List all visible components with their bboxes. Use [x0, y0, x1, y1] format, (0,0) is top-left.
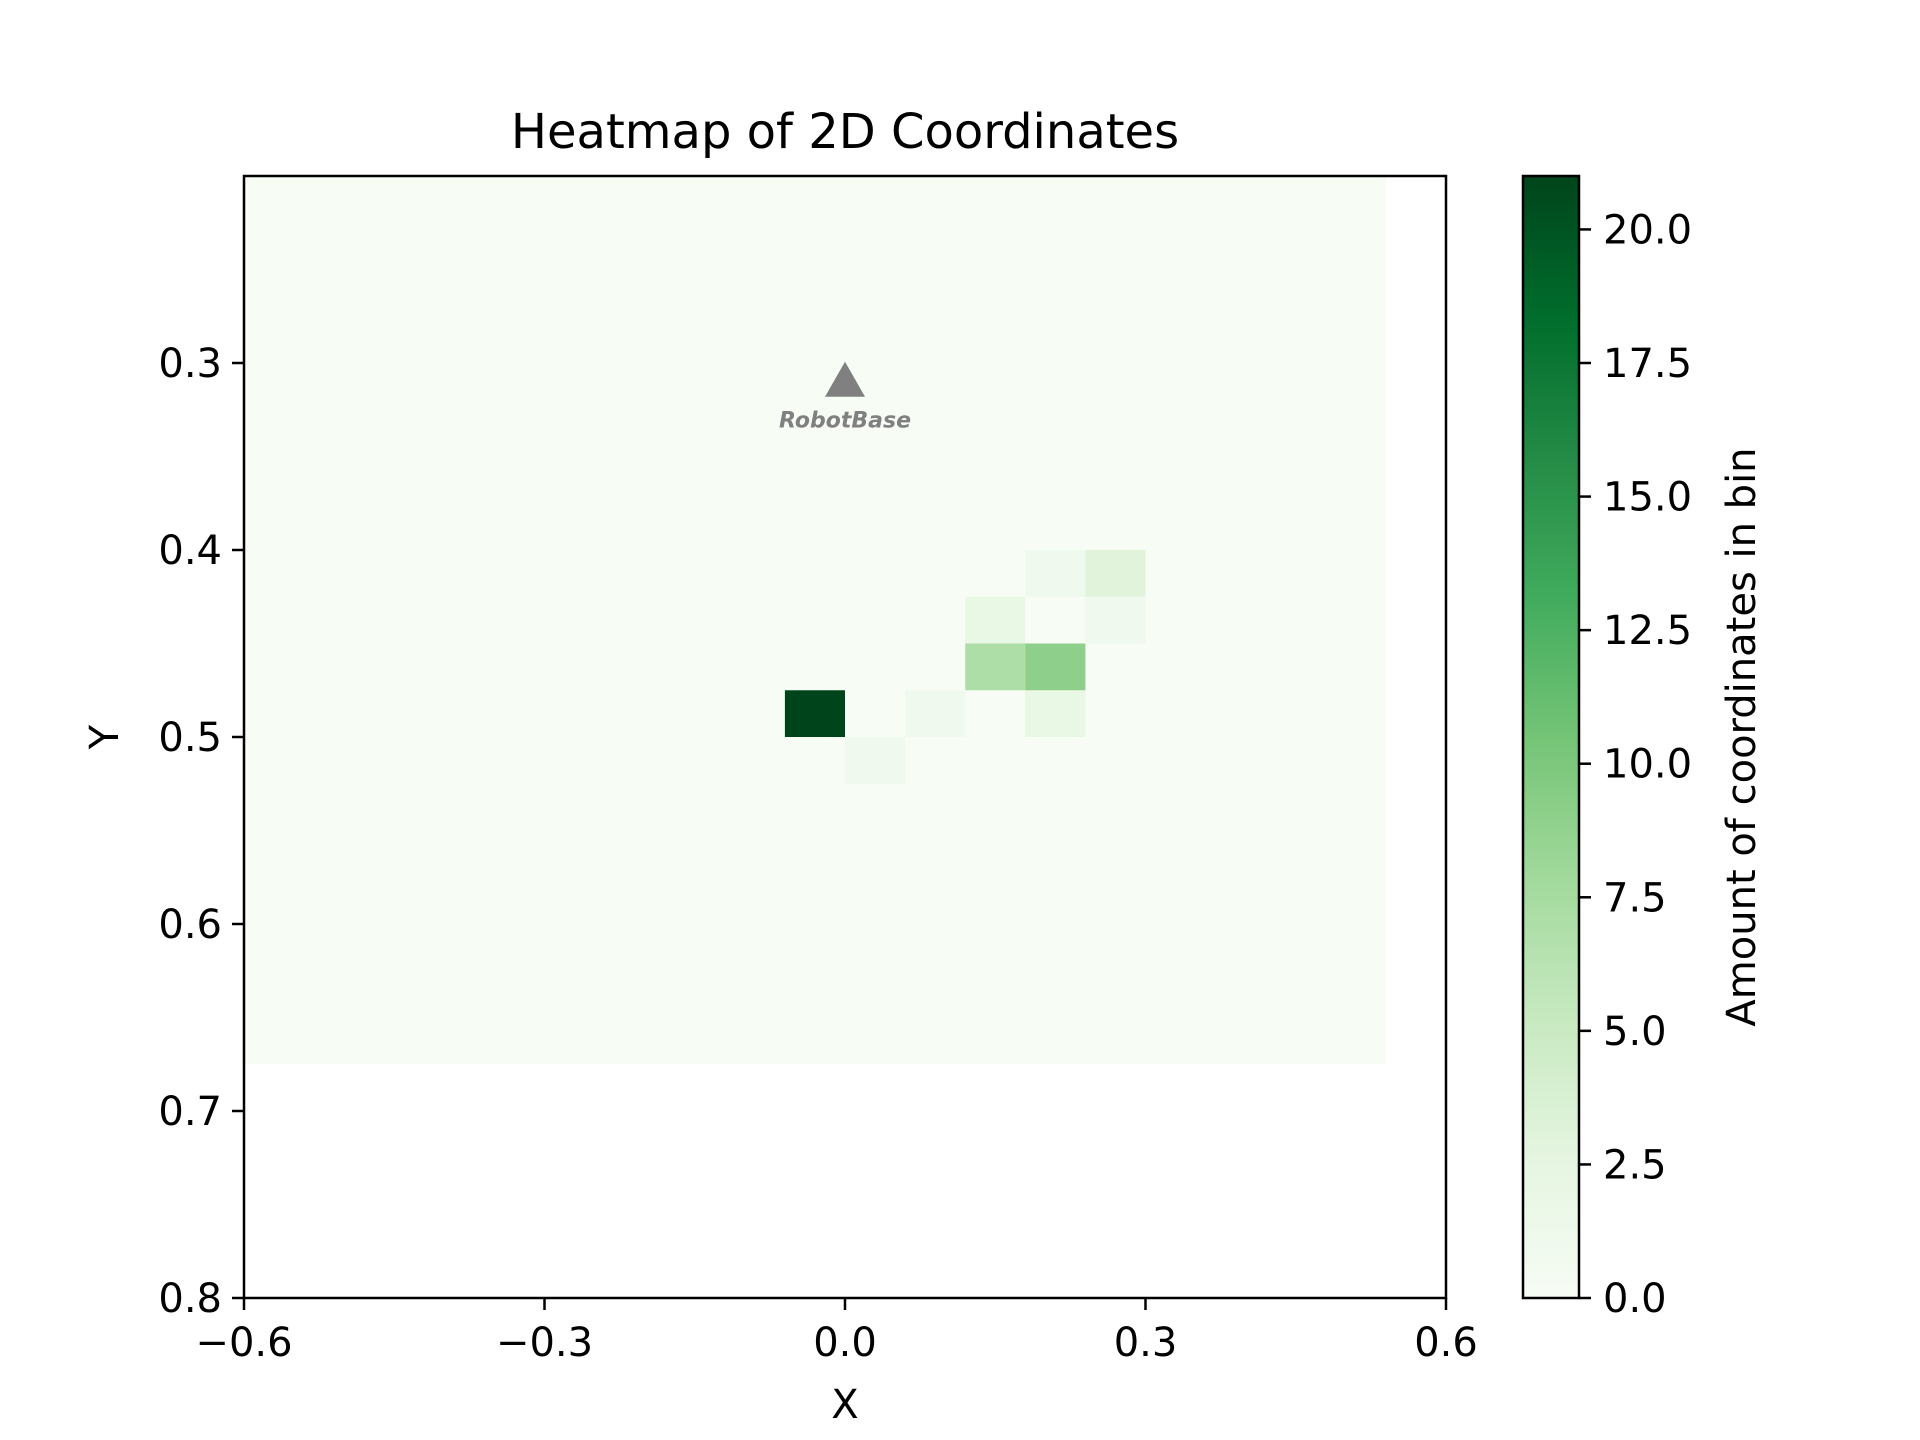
y-tick-label: 0.5	[158, 715, 222, 761]
colorbar-tick-label: 10.0	[1603, 742, 1692, 788]
heatmap-cells	[244, 176, 1386, 1065]
colorbar-tick-label: 5.0	[1603, 1009, 1667, 1055]
annotations: RobotBase	[779, 361, 911, 434]
y-axis-label: Y	[82, 724, 128, 750]
heatmap-cell	[905, 690, 966, 737]
y-tick-label: 0.6	[158, 902, 222, 948]
y-tick-label: 0.4	[158, 528, 222, 574]
colorbar-tick-label: 20.0	[1603, 207, 1692, 253]
y-tick-label: 0.7	[158, 1089, 222, 1135]
x-tick-label: 0.3	[1114, 1320, 1178, 1366]
chart-title: Heatmap of 2D Coordinates	[511, 104, 1179, 160]
heatmap-cell	[1025, 550, 1086, 597]
colorbar-tick-label: 0.0	[1603, 1276, 1667, 1322]
heatmap-cell	[784, 690, 845, 737]
robot-base-label: RobotBase	[779, 409, 911, 434]
y-axis-ticks: 0.3 0.4 0.5 0.6 0.7 0.8	[158, 341, 244, 1322]
y-tick-label: 0.3	[158, 341, 222, 387]
x-axis-ticks: −0.6 −0.3 0.0 0.3 0.6	[195, 1298, 1478, 1366]
colorbar	[1521, 174, 1581, 1300]
heatmap-cell	[1025, 643, 1086, 691]
y-tick-label: 0.8	[158, 1276, 222, 1322]
x-tick-label: 0.0	[813, 1320, 877, 1366]
heatmap-background-bins	[244, 176, 1386, 1065]
colorbar-tick-label: 17.5	[1603, 341, 1692, 387]
colorbar-tick-label: 12.5	[1603, 608, 1692, 654]
colorbar-ticks: 0.0 2.5 5.0 7.5 10.0 12.5 15.0 17.5 20.0	[1579, 207, 1692, 1322]
heatmap-cell	[965, 643, 1026, 691]
x-tick-label: −0.3	[496, 1320, 593, 1366]
robot-base-marker	[825, 361, 865, 397]
x-tick-label: 0.6	[1414, 1320, 1478, 1366]
colorbar-tick-label: 7.5	[1603, 875, 1667, 921]
heatmap-cell	[1085, 550, 1146, 597]
heatmap-cell	[845, 737, 906, 784]
colorbar-label: Amount of coordinates in bin	[1719, 447, 1765, 1026]
colorbar-tick-label: 15.0	[1603, 475, 1692, 521]
x-axis-label: X	[831, 1382, 858, 1428]
heatmap-cell	[1025, 690, 1086, 737]
colorbar-tick-label: 2.5	[1603, 1142, 1667, 1188]
x-tick-label: −0.6	[195, 1320, 292, 1366]
heatmap-cell	[965, 596, 1026, 644]
heatmap-cell	[1085, 596, 1146, 644]
